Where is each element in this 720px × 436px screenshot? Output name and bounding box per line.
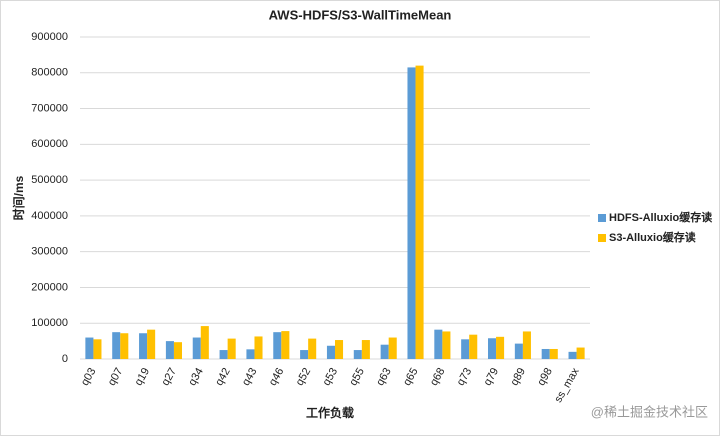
legend-label: HDFS-Alluxio缓存读 xyxy=(609,210,712,224)
y-axis-label: 时间/ms xyxy=(11,175,26,220)
legend-swatch xyxy=(598,234,606,242)
y-tick-label: 300000 xyxy=(31,246,68,258)
bar xyxy=(361,340,370,359)
bar xyxy=(461,339,470,359)
bar xyxy=(112,332,121,359)
bar xyxy=(496,336,505,359)
bar xyxy=(335,340,344,359)
legend-label: S3-Alluxio缓存读 xyxy=(609,230,696,244)
bar xyxy=(469,334,478,359)
bar xyxy=(139,333,148,359)
bar xyxy=(514,343,523,359)
bar xyxy=(326,345,335,359)
bar xyxy=(246,349,255,359)
bar xyxy=(93,339,102,359)
x-axis-label: 工作负载 xyxy=(306,405,354,420)
bar xyxy=(120,333,129,359)
bar xyxy=(353,350,362,359)
y-tick-label: 500000 xyxy=(31,174,68,186)
watermark: @稀土掘金技术社区 xyxy=(591,404,708,419)
bar xyxy=(147,329,156,359)
bar xyxy=(541,348,550,359)
bar xyxy=(415,65,424,359)
bar xyxy=(192,337,201,359)
y-tick-label: 200000 xyxy=(31,281,68,293)
bar xyxy=(434,329,443,359)
bar xyxy=(522,331,531,359)
y-tick-label: 600000 xyxy=(31,138,68,150)
bar xyxy=(576,347,585,359)
bar xyxy=(549,348,558,359)
bar xyxy=(488,338,497,359)
bar xyxy=(227,338,236,359)
y-tick-label: 400000 xyxy=(31,210,68,222)
bar xyxy=(273,332,282,359)
bar xyxy=(85,337,94,359)
bar xyxy=(165,341,174,359)
bar xyxy=(442,331,451,359)
bar xyxy=(407,67,416,360)
bar xyxy=(300,350,309,359)
y-tick-label: 800000 xyxy=(31,67,68,79)
bar xyxy=(254,336,263,359)
y-tick-label: 700000 xyxy=(31,102,68,114)
y-tick-label: 100000 xyxy=(31,317,68,329)
y-tick-label: 0 xyxy=(62,353,68,365)
bar xyxy=(568,351,577,359)
bar xyxy=(380,344,389,359)
bar xyxy=(308,338,317,359)
legend-swatch xyxy=(598,214,606,222)
bar xyxy=(173,342,182,359)
chart-title: AWS-HDFS/S3-WallTimeMean xyxy=(269,7,452,22)
bar xyxy=(281,331,290,359)
bar xyxy=(200,326,209,359)
bar xyxy=(388,337,397,359)
y-tick-label: 900000 xyxy=(31,31,68,43)
bar xyxy=(219,350,228,359)
